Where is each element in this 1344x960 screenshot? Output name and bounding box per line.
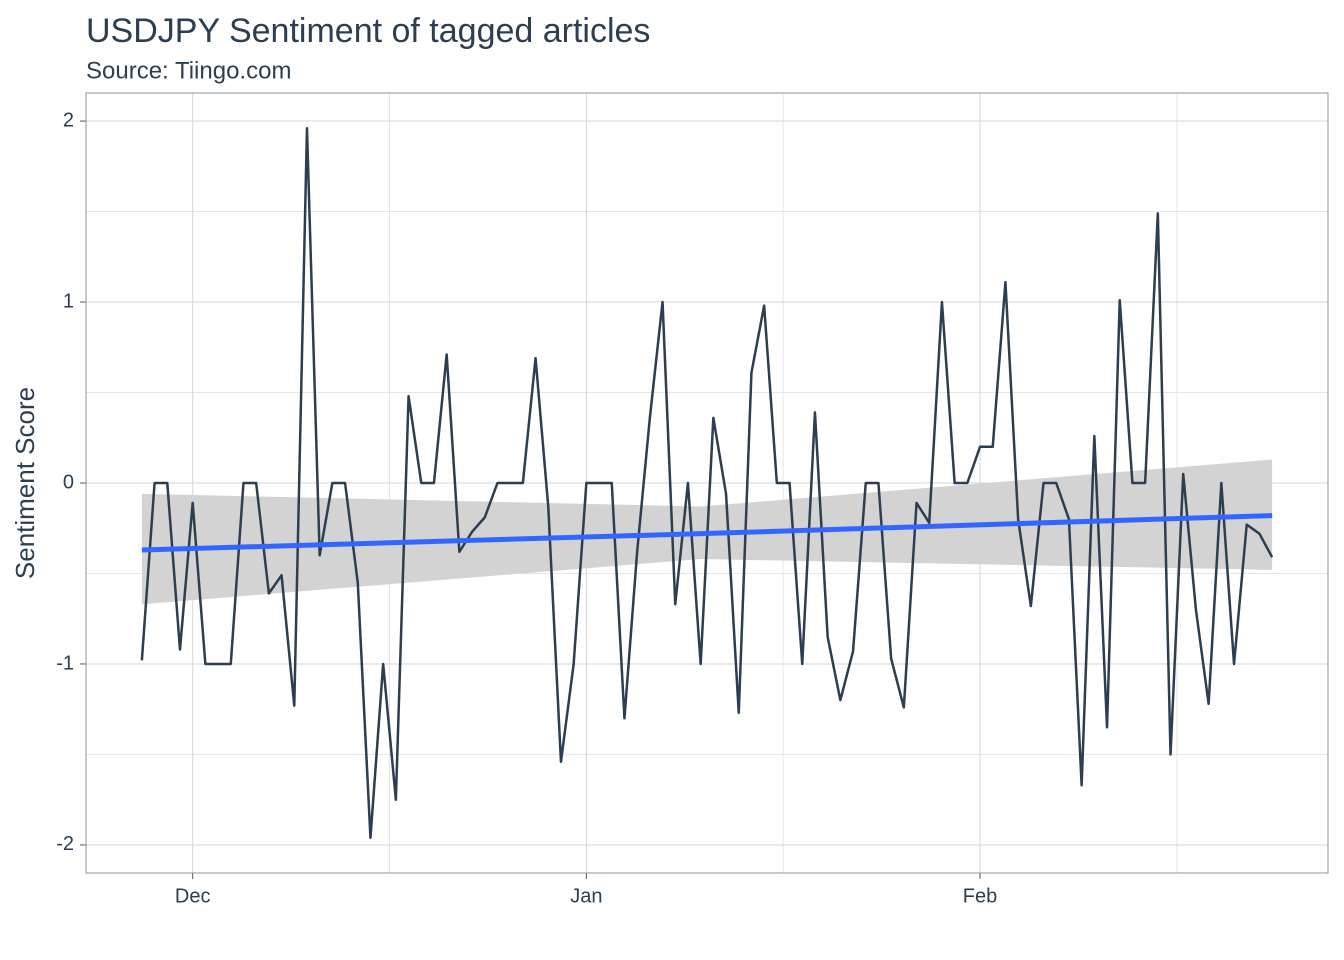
chart-title: USDJPY Sentiment of tagged articles — [86, 12, 650, 50]
y-tick-label: 0 — [63, 471, 74, 493]
x-tick-label: Dec — [175, 885, 211, 907]
y-tick-label: 1 — [63, 290, 74, 312]
panel-border — [85, 92, 1329, 874]
y-tick-label: -1 — [56, 652, 74, 674]
y-tick-label: 2 — [63, 109, 74, 131]
y-tick-label: -2 — [56, 833, 74, 855]
x-tick-label: Feb — [963, 885, 997, 907]
chart-subtitle: Source: Tiingo.com — [86, 57, 291, 84]
data-line — [140, 127, 1274, 839]
x-tick-label: Jan — [570, 885, 602, 907]
y-axis-label: Sentiment Score — [10, 387, 40, 579]
trend-line — [141, 513, 1273, 553]
